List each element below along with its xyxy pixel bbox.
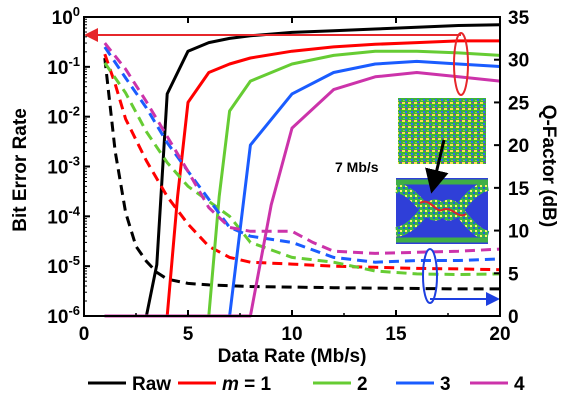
y-right-tick-label: 10 [508,222,529,243]
open-eye-diagram [394,178,490,244]
y-left-tick-label: 100 [52,4,80,29]
y-right-tick-label: 25 [508,93,530,114]
y-right-tick-label: 0 [508,307,519,328]
y-left-tick-label: 10-1 [47,54,80,79]
y-right-tick-label: 30 [508,51,529,72]
q-ellipse [422,248,438,304]
y-right-tick-label: 20 [508,136,529,157]
x-axis-title: Data Rate (Mb/s) [218,346,367,367]
legend: Raw m = 1 2 3 4 [88,374,525,395]
inset-arrow [425,139,449,194]
annotation-7mbs: 7 Mb/s [335,159,379,175]
legend-label: 4 [514,374,525,395]
eye-diagram-inset: 7 Mb/s [335,98,490,244]
y-right-tick-label: 35 [508,8,530,29]
x-tick-label: 20 [489,324,510,345]
y-left-tick-label: 10-5 [47,253,80,278]
y-right-tick-label: 5 [508,264,519,285]
left-y-axis-title: Bit Error Rate [10,108,31,232]
y-left-tick-label: 10-2 [47,104,80,129]
series-ber-1 [103,53,501,272]
legend-label: Raw [132,374,171,395]
y-left-tick-label: 10-6 [47,303,80,328]
ber-axis-arrow-head [84,28,98,42]
legend-label: m = 1 [222,374,272,395]
x-tick-label: 0 [79,324,90,345]
q-axis-arrow-head [486,292,500,306]
y-left-tick-label: 10-4 [47,203,80,228]
legend-label: 3 [440,374,451,395]
y-left-tick-label: 10-3 [47,154,80,179]
right-y-axis: 0 5 10 15 20 25 30 35 [494,8,530,328]
x-tick-label: 15 [385,324,407,345]
ber-ellipse [453,32,469,96]
axis-indicators [84,28,500,306]
legend-label: 2 [357,374,368,395]
right-y-axis-title: Q-Factor (dB) [538,105,559,227]
series-q-factor-0 [104,23,501,318]
x-tick-label: 5 [183,324,194,345]
y-right-tick-label: 15 [508,179,530,200]
series-ber-0 [103,57,500,291]
x-tick-label: 10 [281,324,302,345]
series-layer [103,23,501,318]
left-y-axis: 100 10-1 10-2 10-3 10-4 10-5 10-6 [47,4,90,328]
